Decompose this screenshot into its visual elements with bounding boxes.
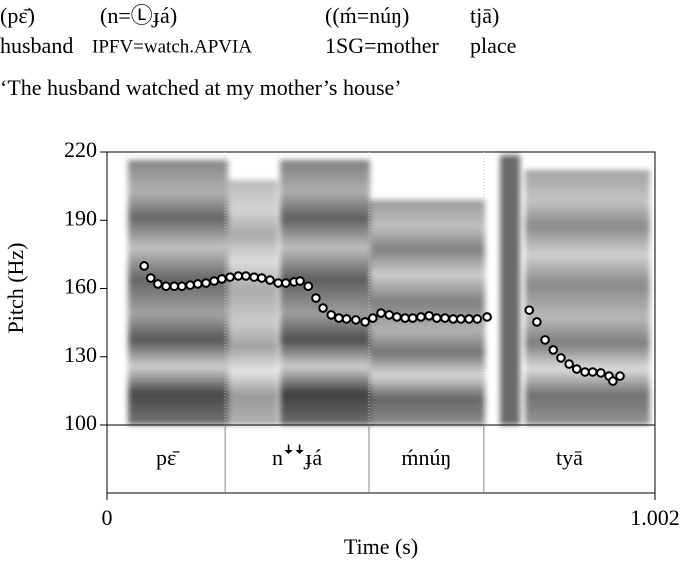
- y-tick-label: 220: [64, 137, 97, 162]
- tier-label: pɛ̄: [156, 445, 180, 470]
- pitch-point: [548, 345, 559, 355]
- gloss-line: husband: [0, 33, 73, 58]
- gloss-line: place: [470, 33, 516, 58]
- gloss-word: tjā): [470, 3, 499, 28]
- pitch-point: [456, 314, 466, 324]
- pitch-point: [587, 367, 598, 377]
- pitch-point: [249, 272, 259, 282]
- pitch-point: [326, 310, 337, 320]
- pitch-point: [360, 317, 370, 327]
- pitch-point: [482, 312, 492, 322]
- pitch-point: [145, 273, 156, 283]
- pitch-point: [185, 280, 195, 290]
- tier-label: ḿnúŋ: [401, 445, 451, 470]
- pitch-point: [192, 279, 203, 289]
- pitch-point: [311, 293, 321, 303]
- pitch-point: [334, 313, 344, 323]
- pitch-point: [139, 261, 149, 271]
- y-tick-label: 190: [64, 205, 97, 230]
- gloss-word: (n=Ⓛɟá): [100, 3, 177, 28]
- pitch-point: [556, 353, 566, 363]
- x-axis-label: Time (s): [344, 534, 418, 559]
- y-tick-label: 160: [64, 274, 97, 299]
- y-axis-label: Pitch (Hz): [3, 242, 28, 333]
- x-tick-label: 1.002: [630, 505, 680, 530]
- pitch-point: [431, 313, 442, 323]
- pitch-point: [464, 314, 474, 324]
- gloss-line: 1SG=mother: [325, 33, 440, 58]
- pitch-point: [256, 273, 267, 283]
- pitch-point: [169, 281, 180, 292]
- plot-frame: [106, 151, 656, 494]
- y-tick-label: 130: [64, 342, 97, 367]
- pitch-point: [177, 281, 187, 292]
- pitch-point: [615, 371, 625, 381]
- x-tick-label: 0: [102, 505, 113, 530]
- gloss-line: IPFV=watch.APVIA: [92, 36, 252, 57]
- tier-label: tyā: [556, 445, 583, 470]
- pitch-point: [201, 278, 211, 288]
- pitch-point: [351, 315, 361, 325]
- pitch-point: [265, 275, 275, 285]
- gloss-word: (pɛ̄): [0, 3, 35, 28]
- pitch-point: [376, 308, 386, 318]
- pitch-point: [580, 367, 590, 377]
- pitch-point: [524, 305, 535, 315]
- pitch-point: [416, 312, 426, 322]
- pitch-point: [384, 310, 395, 320]
- gloss-word: ((ḿ=núŋ): [325, 3, 409, 28]
- pitch-point: [400, 313, 410, 323]
- spectrogram: [128, 155, 650, 425]
- pitch-point: [407, 313, 418, 323]
- pitch-point: [532, 317, 542, 327]
- pitch-point: [217, 274, 227, 284]
- pitch-point: [424, 311, 434, 321]
- pitch-point: [303, 281, 314, 292]
- pitch-point: [540, 335, 550, 345]
- pitch-point: [161, 281, 171, 292]
- pitch-point: [596, 368, 606, 378]
- pitch-point: [225, 272, 235, 282]
- translation: ‘The husband watched at my mother’s hous…: [0, 75, 402, 100]
- pitch-point: [472, 314, 483, 324]
- pitch-point: [318, 303, 328, 313]
- pitch-point: [392, 312, 402, 322]
- y-tick-label: 100: [64, 410, 97, 435]
- pitch-point: [608, 376, 618, 386]
- pitch-point: [273, 278, 283, 288]
- pitch-point: [448, 314, 458, 324]
- pitch-point: [571, 364, 582, 374]
- pitch-point: [233, 271, 244, 281]
- pitch-point: [241, 271, 251, 281]
- pitch-point: [341, 314, 352, 324]
- pitch-point: [564, 359, 574, 369]
- pitch-point: [367, 313, 378, 323]
- pitch-point: [209, 276, 219, 286]
- tier-label: nꜜꜜɟá: [272, 444, 322, 470]
- pitch-point: [440, 313, 450, 323]
- pitch-point: [295, 276, 305, 286]
- pitch-point: [281, 278, 291, 288]
- pitch-point: [153, 279, 163, 289]
